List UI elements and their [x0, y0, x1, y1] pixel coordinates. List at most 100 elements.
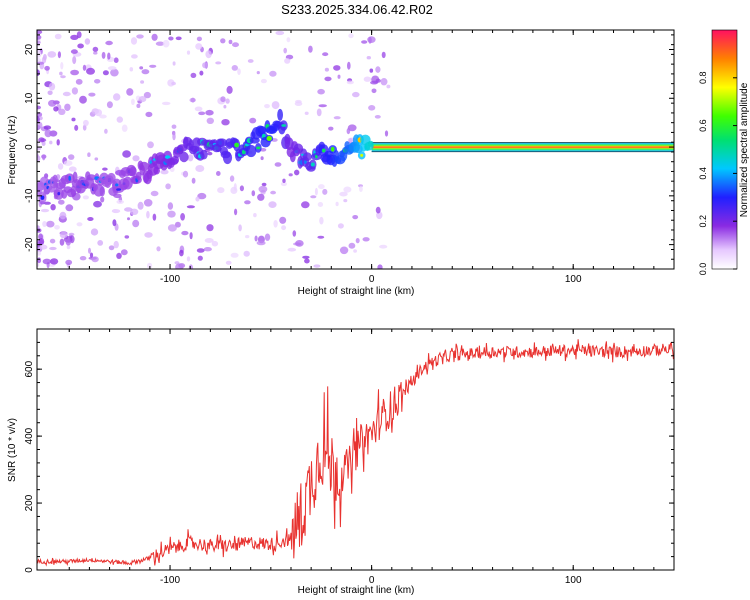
- noise-blob: [171, 81, 177, 86]
- snr-plot-area: [37, 339, 674, 567]
- noise-blob: [195, 43, 203, 50]
- noise-blob: [137, 201, 144, 210]
- noise-blob: [283, 47, 288, 54]
- noise-blob: [104, 128, 108, 134]
- noise-blob: [50, 204, 56, 211]
- noise-blob: [108, 245, 115, 251]
- ridge-blob: [179, 151, 189, 163]
- noise-blob: [257, 193, 265, 201]
- noise-blob: [41, 141, 46, 146]
- spectrogram-ylabel: Frequency (Hz): [7, 116, 18, 185]
- noise-blob: [82, 64, 87, 71]
- ridge-core: [266, 136, 272, 141]
- noise-blob: [260, 78, 267, 84]
- noise-blob: [369, 68, 374, 73]
- noise-blob: [366, 56, 371, 60]
- snr-axes: -100 0 100 0 200 400 600: [24, 328, 675, 586]
- noise-blob: [196, 36, 202, 42]
- noise-blob: [317, 235, 325, 239]
- noise-blob: [87, 217, 94, 221]
- noise-blob: [138, 96, 147, 103]
- noise-blob: [190, 72, 197, 78]
- noise-blob: [79, 95, 87, 104]
- noise-blob: [234, 208, 238, 216]
- noise-blob: [48, 82, 56, 91]
- noise-blob: [37, 225, 40, 229]
- noise-blob: [86, 67, 95, 75]
- noise-blob: [195, 165, 205, 172]
- noise-blob: [120, 249, 128, 256]
- noise-blob: [380, 78, 388, 86]
- noise-blob: [370, 80, 379, 85]
- noise-blob: [37, 142, 40, 147]
- noise-blob: [377, 264, 383, 269]
- noise-blob: [352, 91, 360, 98]
- noise-blob: [54, 225, 60, 230]
- noise-blob: [317, 202, 324, 207]
- noise-blob: [186, 256, 191, 262]
- noise-blob: [264, 104, 270, 109]
- noise-blob: [261, 182, 267, 187]
- noise-blob: [71, 87, 78, 95]
- noise-blob: [258, 185, 268, 193]
- y-tick-label: 0: [24, 567, 35, 573]
- noise-blob: [89, 252, 94, 258]
- noise-blob: [188, 264, 194, 269]
- noise-blob: [66, 244, 71, 250]
- noise-blob: [93, 51, 98, 55]
- noise-blob: [198, 111, 206, 116]
- noise-blob: [191, 177, 196, 184]
- noise-blob: [65, 204, 74, 212]
- noise-blob: [195, 196, 200, 202]
- noise-blob: [206, 117, 214, 125]
- noise-blob: [116, 199, 124, 204]
- noise-blob: [352, 215, 359, 220]
- noise-blob: [318, 184, 325, 190]
- noise-blob: [179, 249, 184, 257]
- noise-blob: [143, 199, 153, 207]
- noise-blob: [273, 220, 278, 228]
- noise-blob: [374, 115, 381, 119]
- noise-blob: [304, 258, 310, 264]
- noise-blob: [46, 220, 55, 228]
- noise-blob: [229, 175, 235, 182]
- noise-blob: [197, 192, 207, 200]
- noise-blob: [48, 99, 57, 107]
- ridge-blob: [135, 171, 142, 181]
- noise-blob: [76, 222, 83, 227]
- noise-blob: [322, 188, 328, 195]
- noise-blob: [124, 207, 133, 212]
- noise-blob: [187, 154, 194, 162]
- noise-blob: [189, 97, 196, 103]
- spectrogram-xlabel: Height of straight line (km): [298, 286, 415, 297]
- colorbar-tick-label: 0.6: [698, 119, 708, 132]
- noise-blob: [287, 247, 297, 252]
- noise-blob: [75, 78, 83, 85]
- noise-blob: [88, 247, 91, 254]
- noise-blob: [49, 246, 57, 251]
- noise-blob: [70, 69, 79, 76]
- noise-blob: [202, 62, 208, 69]
- noise-blob: [70, 34, 79, 41]
- noise-blob: [282, 178, 286, 183]
- noise-blob: [225, 98, 230, 104]
- noise-blob: [162, 39, 170, 48]
- noise-blob: [328, 126, 334, 131]
- noise-blob: [147, 262, 153, 269]
- noise-blob: [90, 228, 99, 236]
- ridge-blob: [122, 176, 133, 190]
- noise-blob: [136, 34, 144, 39]
- noise-blob: [348, 33, 354, 39]
- noise-blob: [221, 119, 230, 126]
- noise-blob: [146, 210, 150, 219]
- noise-blob: [288, 173, 293, 177]
- noise-blob: [363, 76, 372, 82]
- noise-blob: [116, 116, 124, 123]
- noise-blob: [313, 264, 321, 268]
- noise-blob: [275, 30, 285, 36]
- noise-blob: [131, 98, 135, 106]
- noise-blob: [161, 101, 171, 106]
- noise-blob: [47, 51, 57, 58]
- y-tick-label: 10: [24, 92, 35, 104]
- colorbar-tick-label: 0.2: [698, 215, 708, 228]
